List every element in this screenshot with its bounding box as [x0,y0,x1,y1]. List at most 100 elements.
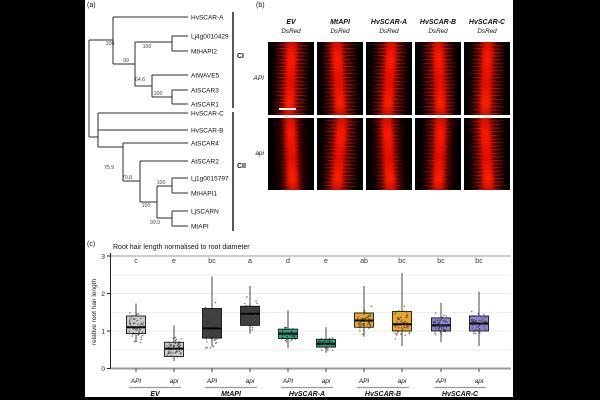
data-point [432,329,435,332]
root-fluorescence-image [366,118,412,190]
data-point [404,334,406,336]
data-point [132,332,134,334]
data-point [179,341,181,344]
data-point [357,316,360,318]
significance-letter: bc [437,258,445,265]
data-point [205,347,207,349]
data-point [361,323,363,325]
data-point [167,341,170,343]
root-fluorescence-image [464,118,510,190]
data-point [256,310,259,312]
data-point [169,352,171,355]
data-point [169,349,171,351]
data-point [325,343,327,345]
data-point [137,313,140,315]
data-point [289,331,292,333]
data-point [319,341,322,344]
data-point [406,322,409,324]
data-point [330,340,333,343]
data-point [176,350,178,353]
data-point [291,338,294,340]
data-point [327,347,329,350]
tree-leaf-label: AtSCAR1 [191,101,219,108]
data-point [367,312,369,315]
data-point [128,330,131,332]
data-point [439,326,441,328]
panel-c-tag: (c) [87,241,96,248]
data-point [211,324,213,326]
scale-bar [279,107,296,110]
data-point [370,305,373,308]
condition-label: API [358,378,370,385]
image-vignette [317,118,363,190]
data-point [253,324,255,326]
column-header: HvSCAR-A DsRed [359,19,419,36]
data-point [444,324,447,327]
data-point [325,340,327,343]
data-point [473,330,475,333]
image-vignette [415,118,461,190]
data-point [140,336,142,338]
data-point [133,325,136,328]
data-point [172,348,175,351]
group-label: HvSCAR-B [365,391,401,398]
data-point [363,320,366,323]
data-point [367,323,369,326]
data-point [328,337,331,340]
data-point [406,316,408,318]
data-point [439,331,442,334]
data-point [400,327,403,329]
data-point [245,304,247,307]
data-point [368,317,370,320]
data-point [142,322,144,324]
data-point [132,322,135,324]
data-point [401,322,403,325]
data-point [242,320,244,322]
data-point [215,311,217,314]
data-point [129,319,131,321]
significance-letter: c [134,258,138,265]
data-point [210,337,212,340]
data-point [248,314,251,316]
data-point [285,338,288,341]
data-point [245,318,247,320]
data-point [438,321,441,324]
construct-name: HvSCAR-B [419,19,457,26]
root-fluorescence-image [268,118,314,190]
data-point [319,340,321,342]
data-point [435,324,438,327]
data-point [442,326,445,328]
group-label: EV [150,391,161,398]
data-point [359,329,361,332]
bootstrap-value: 99 [123,58,129,64]
image-vignette [268,118,314,190]
data-point [215,325,217,327]
data-point [443,314,445,316]
data-point [404,320,406,323]
reporter-label: DsRed [379,27,399,35]
data-point [136,313,138,316]
tree-leaf-label: MtAPI [191,223,209,230]
data-point [207,334,210,337]
data-point [166,354,168,356]
data-point [478,319,480,322]
data-point [136,327,139,330]
data-point [440,333,443,336]
data-point [327,340,329,342]
image-vignette [366,42,412,115]
tree-leaf-label: MtHAPI1 [191,190,217,197]
data-point [255,300,257,303]
data-point [471,319,473,321]
data-point [364,311,366,313]
data-point [443,320,445,322]
tree-leaf-label: Lj4g0010429 [191,33,229,40]
data-point [325,345,328,348]
data-point [255,311,258,313]
data-point [446,321,448,323]
bootstrap-value: 100 [154,91,163,97]
data-point [292,328,294,330]
data-point [172,352,174,355]
data-point [396,321,398,324]
column-header: EV DsRed [261,19,321,36]
construct-name: HvSCAR-C [468,19,506,26]
